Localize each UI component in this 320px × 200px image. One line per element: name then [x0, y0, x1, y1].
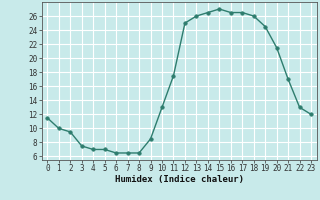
X-axis label: Humidex (Indice chaleur): Humidex (Indice chaleur): [115, 175, 244, 184]
